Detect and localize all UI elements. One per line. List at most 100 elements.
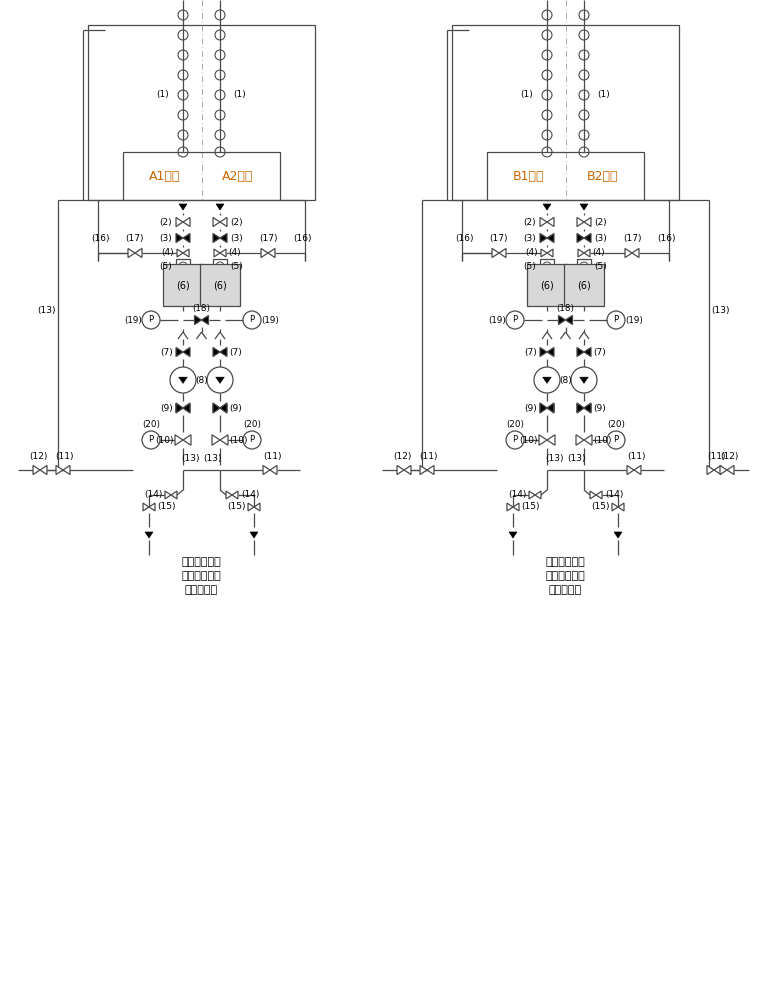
Bar <box>564 264 604 306</box>
Text: (15): (15) <box>227 502 245 512</box>
Polygon shape <box>220 249 226 257</box>
Text: (14): (14) <box>241 490 259 499</box>
Text: (9): (9) <box>229 403 242 412</box>
Text: B2水室: B2水室 <box>586 169 617 182</box>
Polygon shape <box>213 347 220 357</box>
Polygon shape <box>584 233 591 243</box>
Text: 或手工取样: 或手工取样 <box>185 585 218 595</box>
Polygon shape <box>576 435 584 445</box>
Circle shape <box>506 431 524 449</box>
Text: (5): (5) <box>231 261 243 270</box>
Polygon shape <box>183 435 191 445</box>
Circle shape <box>607 311 625 329</box>
Text: A2水室: A2水室 <box>222 169 254 182</box>
Polygon shape <box>220 435 228 445</box>
Text: (13): (13) <box>182 454 200 464</box>
Polygon shape <box>220 403 227 413</box>
Polygon shape <box>540 233 547 243</box>
Text: (17): (17) <box>490 234 509 243</box>
Polygon shape <box>580 377 588 384</box>
Text: (4): (4) <box>525 248 538 257</box>
Text: (12): (12) <box>29 452 48 460</box>
Polygon shape <box>232 491 238 499</box>
Text: (5): (5) <box>160 261 173 270</box>
Polygon shape <box>547 403 554 413</box>
Polygon shape <box>268 248 275 258</box>
Polygon shape <box>33 465 40 475</box>
Text: (10): (10) <box>593 436 611 444</box>
Polygon shape <box>183 347 190 357</box>
Polygon shape <box>397 465 404 475</box>
Polygon shape <box>618 503 624 511</box>
Polygon shape <box>179 377 187 384</box>
Text: (9): (9) <box>160 403 173 412</box>
Circle shape <box>506 311 524 329</box>
Text: (1): (1) <box>234 91 246 100</box>
Text: (5): (5) <box>524 261 536 270</box>
Circle shape <box>243 431 261 449</box>
Text: 去凝气器检漏: 去凝气器检漏 <box>545 557 585 567</box>
Text: (7): (7) <box>525 348 538 357</box>
Polygon shape <box>707 465 714 475</box>
Polygon shape <box>261 248 268 258</box>
Polygon shape <box>513 503 519 511</box>
Polygon shape <box>226 491 232 499</box>
Polygon shape <box>63 465 70 475</box>
Text: (11): (11) <box>627 452 645 460</box>
Text: (11): (11) <box>420 452 438 460</box>
Polygon shape <box>584 249 590 257</box>
Text: (13): (13) <box>202 454 221 464</box>
Text: P: P <box>512 316 518 324</box>
Polygon shape <box>183 403 190 413</box>
Polygon shape <box>577 403 584 413</box>
Bar <box>527 264 567 306</box>
Text: 或手工取样: 或手工取样 <box>549 585 582 595</box>
Text: (17): (17) <box>258 234 277 243</box>
Text: (8): (8) <box>559 375 572 384</box>
Circle shape <box>534 367 560 393</box>
Text: (19): (19) <box>625 316 643 324</box>
Text: (16): (16) <box>91 233 109 242</box>
Text: (14): (14) <box>144 490 162 499</box>
Polygon shape <box>547 403 554 413</box>
Text: P: P <box>614 316 618 324</box>
Polygon shape <box>634 465 641 475</box>
Text: (14): (14) <box>508 490 526 499</box>
Circle shape <box>142 431 160 449</box>
Polygon shape <box>720 465 727 475</box>
Text: (4): (4) <box>229 248 242 257</box>
Polygon shape <box>270 465 277 475</box>
Polygon shape <box>176 347 183 357</box>
Text: (7): (7) <box>594 348 607 357</box>
Text: (2): (2) <box>524 218 536 227</box>
Polygon shape <box>176 403 183 413</box>
Polygon shape <box>248 503 254 511</box>
Text: P: P <box>512 436 518 444</box>
Bar <box>200 264 240 306</box>
Text: (16): (16) <box>455 233 473 242</box>
Text: P: P <box>614 436 618 444</box>
Polygon shape <box>540 403 547 413</box>
Polygon shape <box>220 347 227 357</box>
Polygon shape <box>183 403 190 413</box>
Polygon shape <box>216 204 224 210</box>
Polygon shape <box>213 233 220 243</box>
Bar <box>176 259 190 273</box>
Polygon shape <box>165 491 171 499</box>
Circle shape <box>571 367 597 393</box>
Polygon shape <box>176 217 183 227</box>
Polygon shape <box>176 403 183 413</box>
Polygon shape <box>584 217 591 227</box>
Polygon shape <box>183 249 189 257</box>
Text: (19): (19) <box>261 316 279 324</box>
Polygon shape <box>183 217 190 227</box>
Polygon shape <box>56 465 63 475</box>
Text: (6): (6) <box>176 280 190 290</box>
Text: (2): (2) <box>594 218 607 227</box>
Polygon shape <box>627 465 634 475</box>
Polygon shape <box>143 503 149 511</box>
Polygon shape <box>596 491 602 499</box>
Polygon shape <box>179 204 187 210</box>
Polygon shape <box>547 249 553 257</box>
Text: (1): (1) <box>156 91 170 100</box>
